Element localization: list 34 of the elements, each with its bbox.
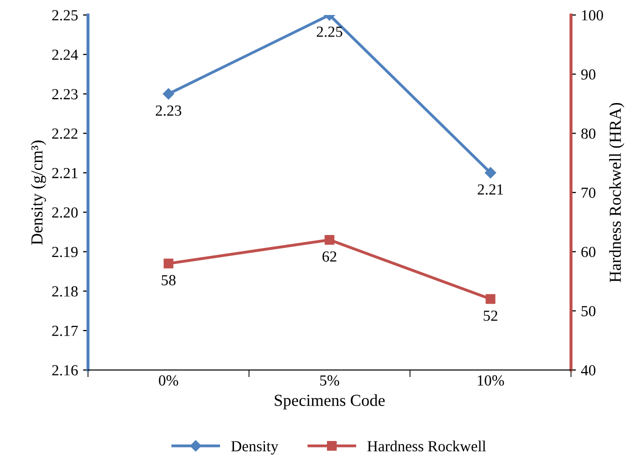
y2-tick-label: 40: [581, 365, 596, 376]
y2-tick-label: 80: [581, 128, 596, 139]
y2-tick-label: 90: [581, 69, 596, 80]
y-tick-label: 2.19: [52, 246, 78, 258]
data-label: 62: [322, 251, 336, 262]
y-tick-label: 2.25: [52, 10, 78, 21]
y-tick-label: 2.17: [52, 326, 78, 336]
legend-label: Density: [231, 441, 278, 455]
point: [164, 258, 174, 268]
x-tick-label: 5%: [320, 375, 340, 386]
x-axis-title: Specimens Code: [274, 394, 385, 410]
y-tick-label: 2.24: [52, 50, 78, 60]
data-label: 2.21: [478, 184, 503, 195]
data-label: 52: [484, 310, 498, 321]
y2-tick-label: 50: [582, 306, 596, 316]
point: [486, 294, 496, 304]
y-axis-title: Density (g/cm³): [30, 140, 46, 245]
legend-label: Hardness Rockwell: [367, 440, 486, 452]
x-tick-label: 0%: [158, 375, 178, 386]
point: [324, 234, 334, 245]
data-label: 2.25: [316, 26, 342, 37]
data-label: 2.23: [156, 105, 182, 116]
y-tick-label: 2.16: [52, 365, 78, 376]
data-label: 58: [162, 275, 176, 286]
x-tick-label: 10%: [478, 375, 504, 386]
y-tick-label: 2.20: [52, 207, 78, 218]
y2-tick-label: 70: [582, 188, 596, 198]
y-tick-label: 2.18: [52, 286, 78, 297]
y-tick-label: 2.23: [52, 89, 78, 100]
y2-axis-title: Hardness Rockwell (HRA): [609, 102, 624, 282]
y-tick-label: 2.21: [52, 168, 78, 178]
y2-tick-label: 60: [581, 246, 596, 258]
y-tick-label: 2.22: [52, 128, 78, 139]
y2-tick-label: 100: [582, 10, 604, 20]
